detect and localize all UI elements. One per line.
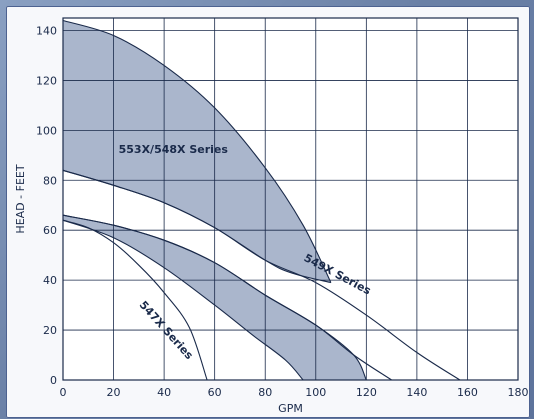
x-tick-label: 160 [457, 386, 478, 399]
y-tick-label: 100 [36, 124, 57, 137]
chart-panel: 0 20 40 60 80 100 120 140 160 180 0 20 40 60 80 100 120 1… [6, 6, 530, 418]
curve-upper-0 [62, 19, 332, 283]
tick-labels: 0 20 40 60 80 100 120 140 160 180 0 20 40 60 80 100 120 1… [36, 24, 529, 399]
curve-lower-2 [62, 219, 304, 381]
y-tick-label: 140 [36, 24, 57, 37]
x-tick-label: 140 [406, 386, 427, 399]
plot-border [62, 17, 519, 381]
x-tick-label: 60 [208, 386, 222, 399]
y-tick-label: 40 [43, 274, 57, 287]
x-tick-label: 80 [258, 386, 272, 399]
x-axis-title: GPM [278, 402, 303, 415]
y-tick-label: 80 [43, 174, 57, 187]
x-tick-label: 20 [107, 386, 121, 399]
curve-upper-2 [62, 214, 367, 381]
pump-curve-chart: 0 20 40 60 80 100 120 140 160 180 0 20 40 60 80 100 120 1… [14, 17, 529, 415]
x-tick-label: 120 [356, 386, 377, 399]
x-tick-label: 40 [157, 386, 171, 399]
y-tick-label: 60 [43, 224, 57, 237]
y-tick-label: 20 [43, 324, 57, 337]
curve-upper-1 [62, 169, 461, 381]
y-tick-label: 120 [36, 74, 57, 87]
grid [62, 17, 519, 381]
series-label-0: 553X/548X Series [119, 143, 229, 156]
y-axis-title: HEAD - FEET [14, 164, 27, 233]
curve-upper-3 [62, 219, 208, 381]
x-tick-label: 180 [508, 386, 529, 399]
x-tick-label: 0 [60, 386, 67, 399]
band-fills [63, 18, 518, 380]
band-outlines [62, 19, 461, 381]
y-tick-label: 0 [50, 374, 57, 387]
band-fill-0 [63, 20, 331, 283]
x-tick-label: 100 [305, 386, 326, 399]
